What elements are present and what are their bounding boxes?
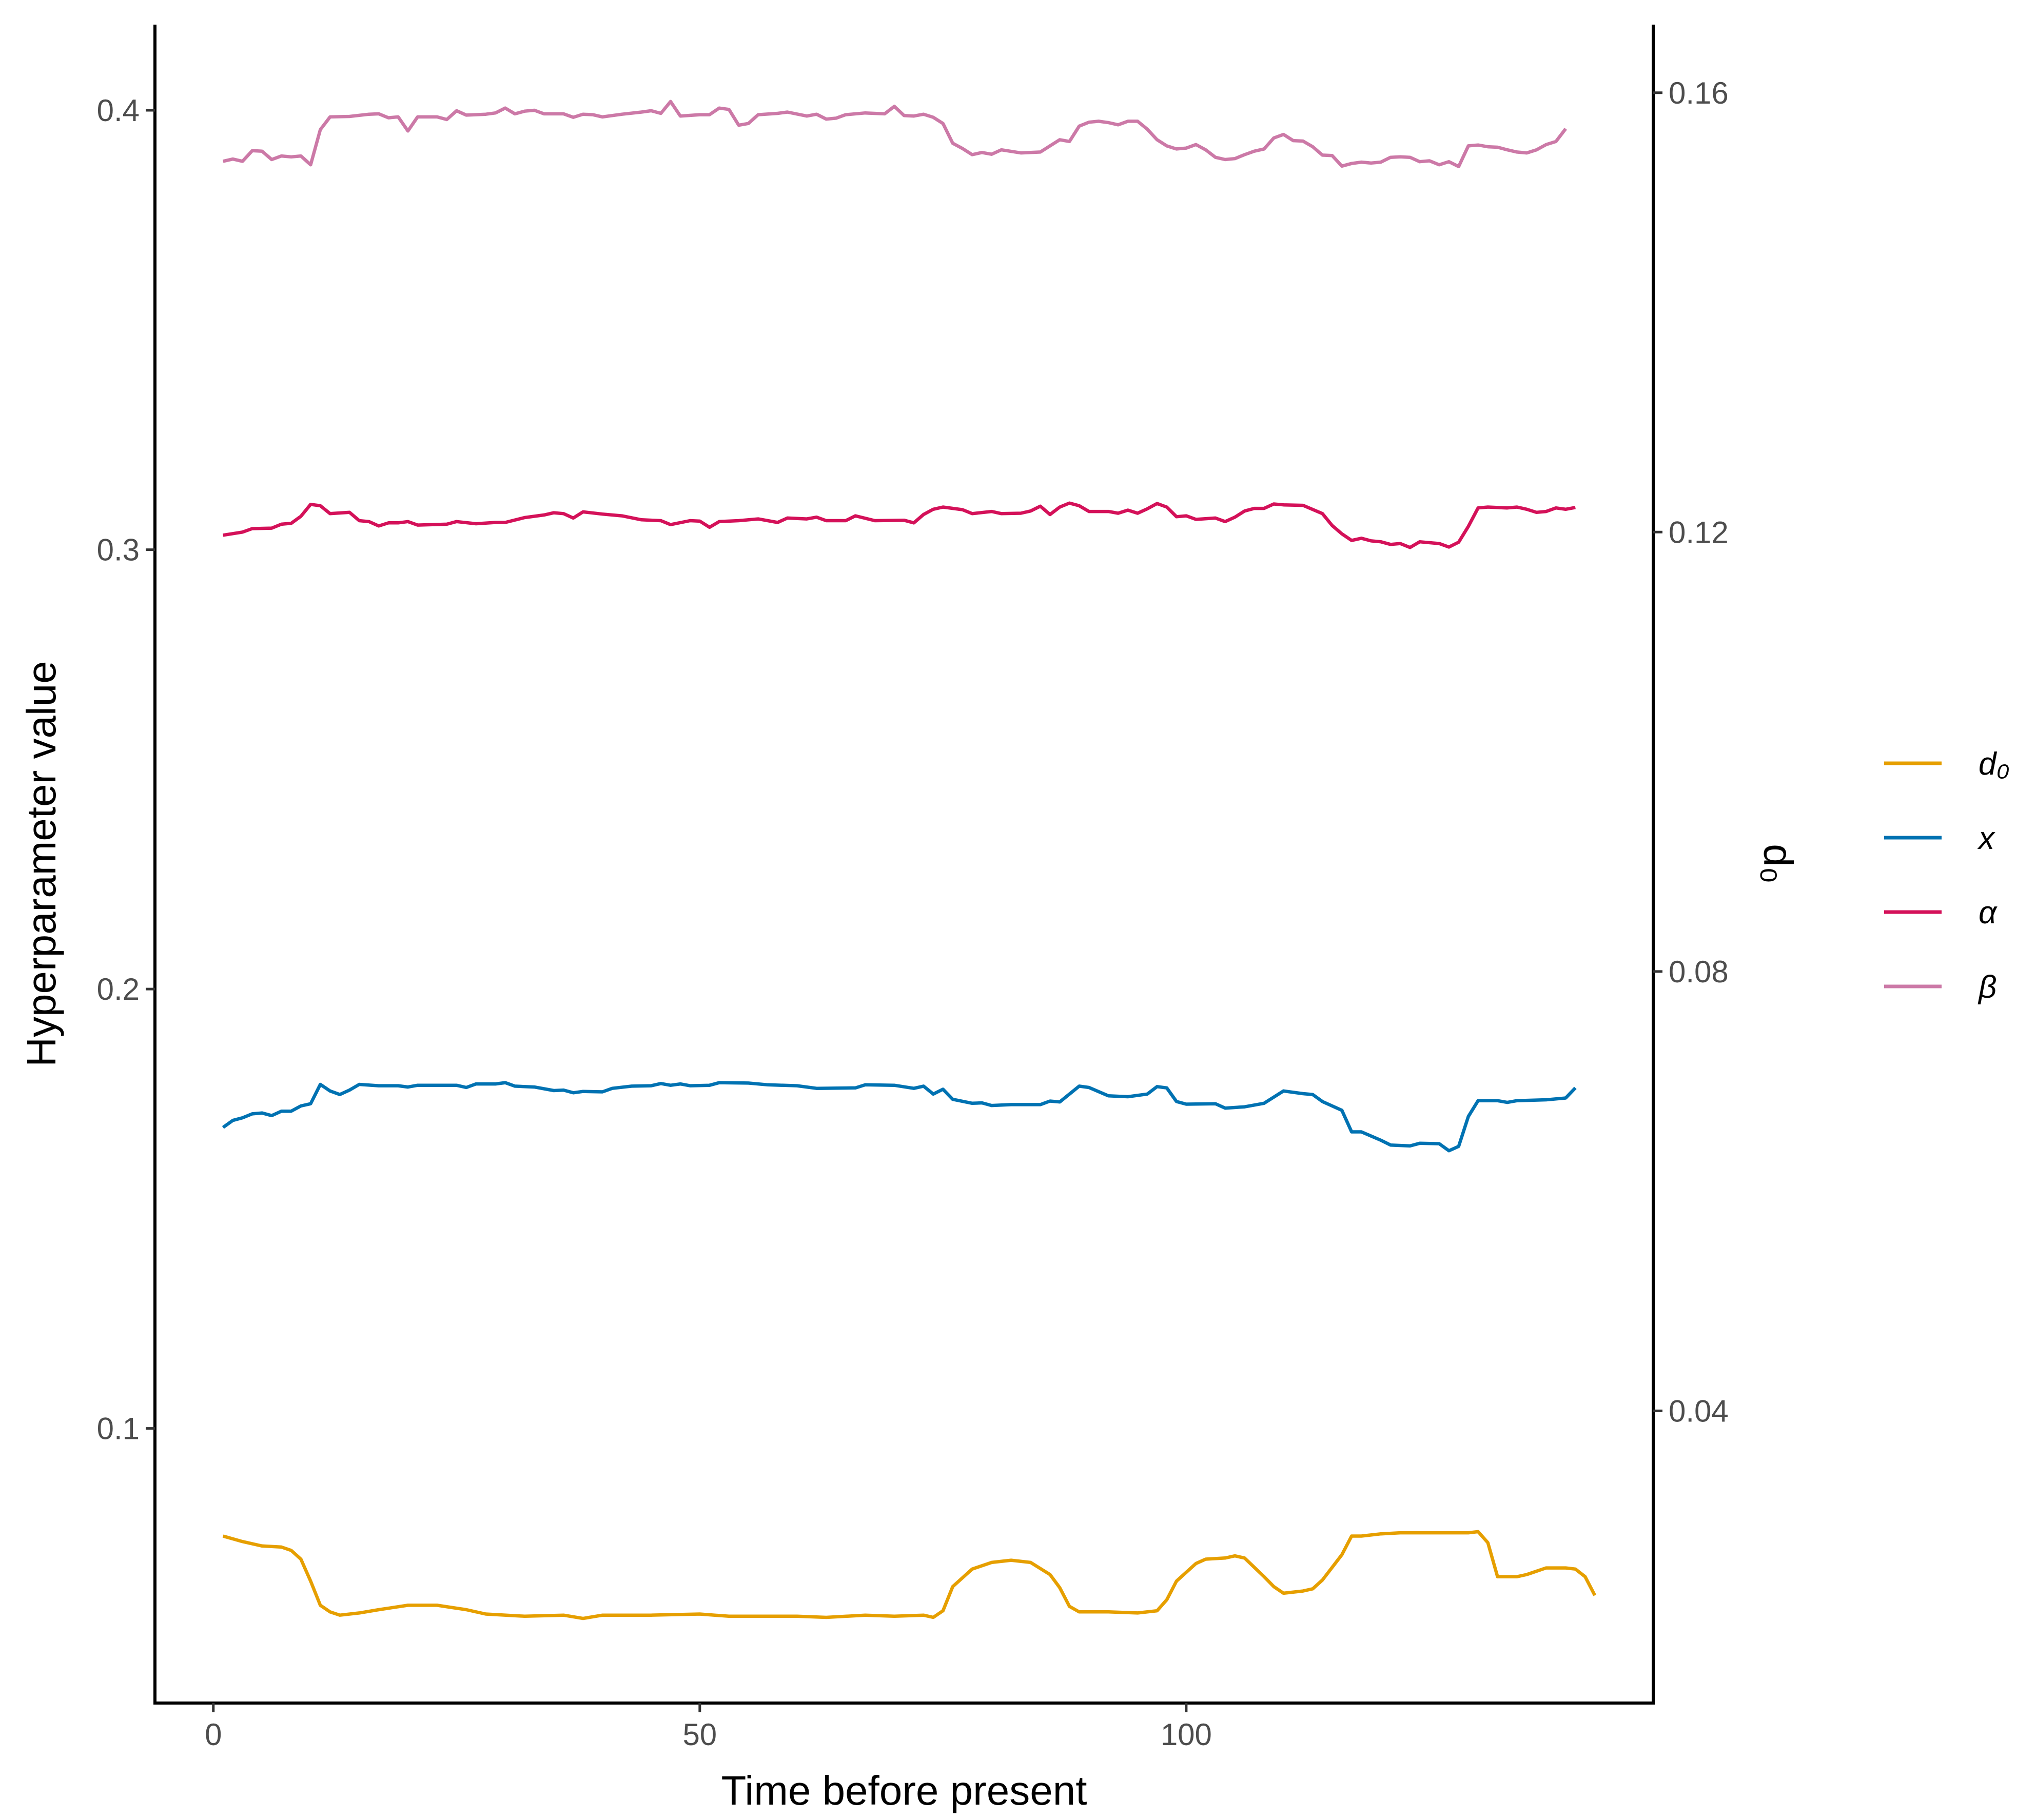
series-line-2 [223, 501, 1576, 549]
x-tick-label: 50 [682, 1717, 717, 1752]
y-left-tick-label: 0.2 [97, 972, 140, 1006]
series-line-0 [222, 1530, 1597, 1620]
y-axis-left-title: Hyperparameter value [18, 661, 64, 1066]
y-axis-right-title: d₀ [1755, 844, 1801, 884]
legend-label-2: α [1979, 895, 1998, 931]
y-right-tick-label: 0.16 [1669, 76, 1729, 110]
y-right-tick-label: 0.04 [1669, 1394, 1729, 1428]
y-left-tick-label: 0.3 [97, 533, 140, 567]
x-tick-label: 100 [1161, 1717, 1212, 1752]
y-left-tick-label: 0.1 [97, 1412, 140, 1446]
x-axis-title: Time before present [721, 1768, 1087, 1813]
legend: d₀ x α β [1884, 746, 2010, 1005]
series-line-3 [222, 100, 1567, 168]
y-left-tick-label: 0.4 [97, 93, 140, 128]
y-ticks-right: 0.04 0.08 0.12 0.16 [1653, 76, 1729, 1428]
legend-label-0: d₀ [1979, 746, 2010, 782]
x-ticks: 0 50 100 [205, 1703, 1212, 1752]
legend-label-3: β [1978, 970, 1996, 1005]
y-right-tick-label: 0.12 [1669, 515, 1729, 549]
y-ticks-left: 0.1 0.2 0.3 0.4 [97, 93, 155, 1446]
series-line-1 [222, 1081, 1577, 1153]
x-tick-label: 0 [205, 1717, 222, 1752]
legend-label-1: x [1977, 821, 1995, 856]
y-right-tick-label: 0.08 [1669, 955, 1729, 989]
series-layer [222, 100, 1597, 1620]
